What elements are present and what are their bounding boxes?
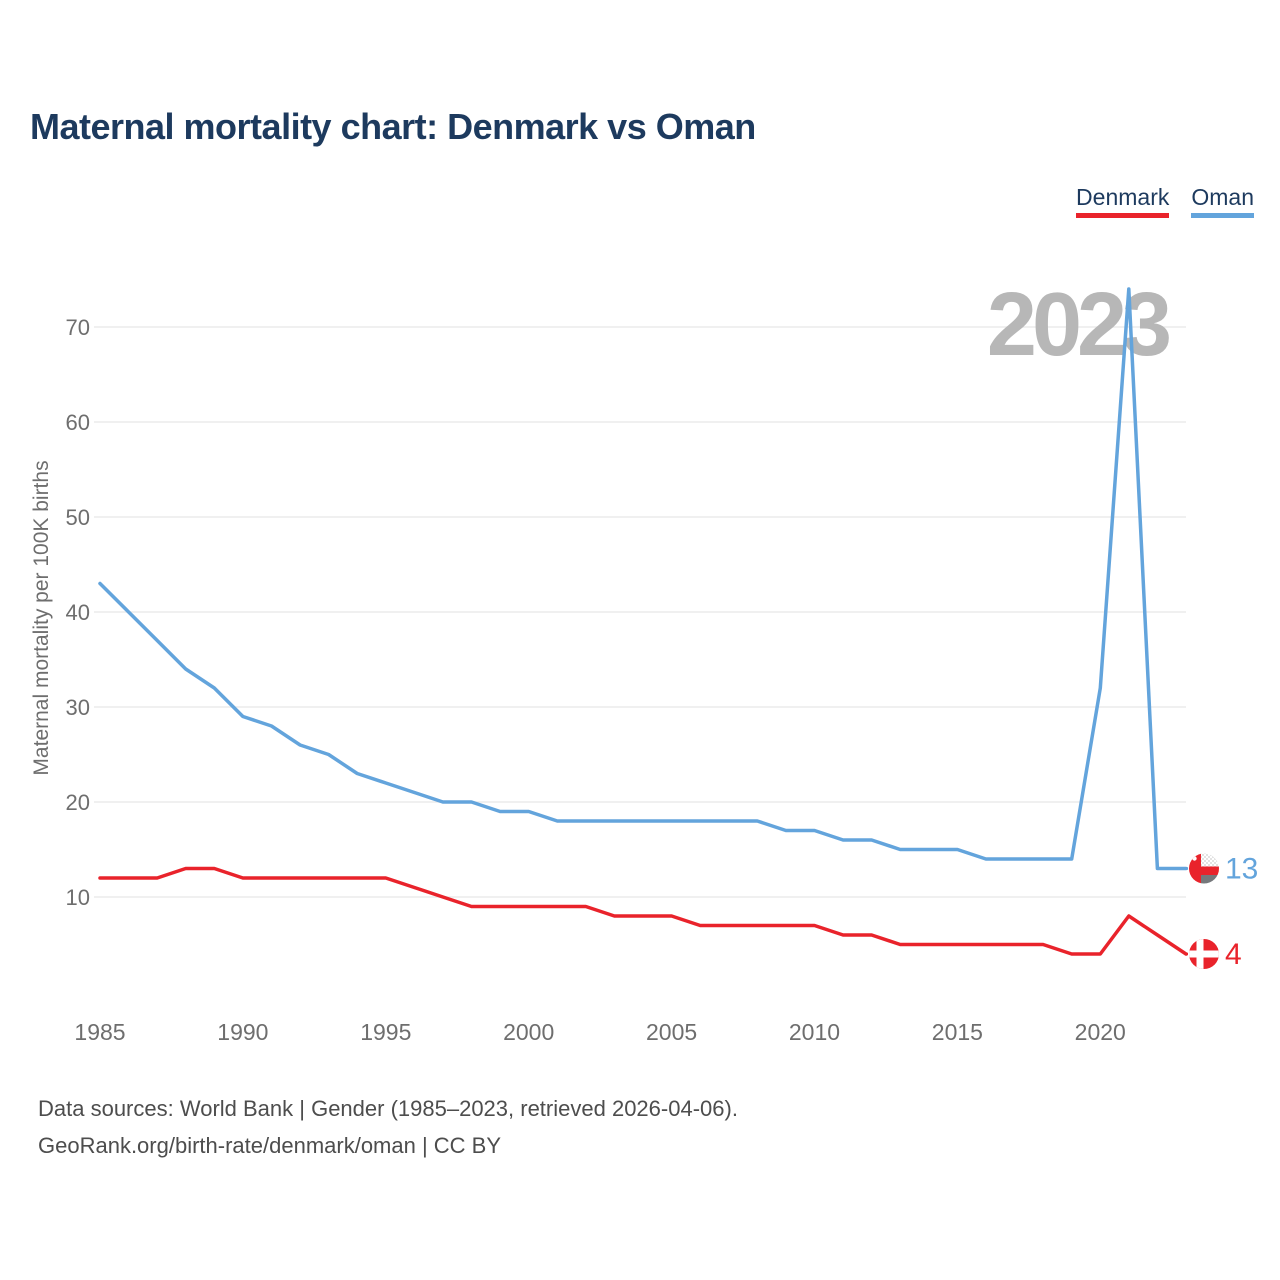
legend-item-denmark[interactable]: Denmark [1076,184,1170,219]
y-tick-label: 40 [66,600,90,625]
x-tick-label: 2010 [789,1019,840,1045]
chart-footer: Data sources: World Bank | Gender (1985–… [38,1090,738,1164]
series-line-denmark [98,866,1188,956]
legend: Denmark Oman [1076,184,1254,219]
end-value-denmark: 4 [1225,938,1242,971]
legend-label-oman: Oman [1191,184,1254,210]
denmark-flag-icon [1189,939,1219,969]
x-tick-label: 1985 [74,1019,125,1045]
x-tick-label: 1995 [360,1019,411,1045]
y-tick-label: 60 [66,410,90,435]
y-axis-title: Maternal mortality per 100K births [30,460,53,775]
y-tick-label: 70 [66,315,90,340]
y-tick-label: 50 [66,505,90,530]
footer-attribution: GeoRank.org/birth-rate/denmark/oman | CC… [38,1133,502,1158]
y-tick-label: 20 [66,790,90,815]
end-value-oman: 13 [1225,853,1258,886]
x-tick-label: 2015 [932,1019,983,1045]
oman-flag-icon [1189,853,1219,884]
legend-underline-oman [1191,213,1254,219]
series-line-oman [98,287,1188,871]
watermark-year: 2023 [987,275,1169,375]
y-tick-label: 30 [66,695,90,720]
footer-data-sources: Data sources: World Bank | Gender (1985–… [38,1096,738,1121]
legend-item-oman[interactable]: Oman [1191,184,1254,219]
legend-underline-denmark [1076,213,1170,219]
legend-label-denmark: Denmark [1076,184,1170,210]
x-tick-label: 2005 [646,1019,697,1045]
page-title: Maternal mortality chart: Denmark vs Oma… [30,106,756,147]
x-tick-label: 1990 [217,1019,268,1045]
x-tick-label: 2020 [1075,1019,1126,1045]
y-tick-label: 10 [66,885,90,910]
x-tick-label: 2000 [503,1019,554,1045]
